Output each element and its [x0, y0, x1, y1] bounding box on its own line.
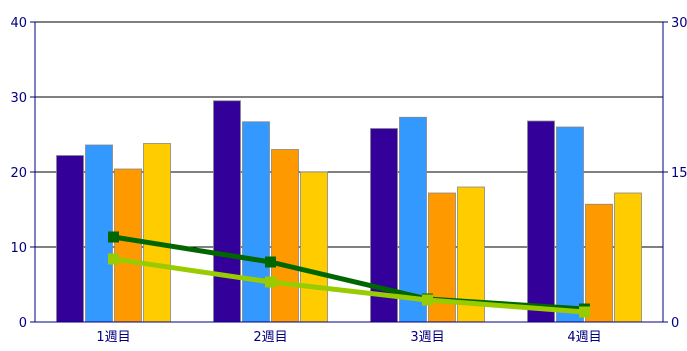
bar	[213, 100, 241, 323]
bar	[242, 121, 270, 323]
category-label: 3週目	[410, 330, 444, 345]
line-marker	[579, 306, 590, 318]
series-line	[113, 234, 585, 312]
series-line	[113, 256, 585, 315]
left-axis-tick-label: 40	[10, 16, 27, 31]
tick-labels: 0 10 20 30 40 0 15 30 1週目 2週目 3週目 4週目	[10, 16, 687, 345]
right-axis-tick-label: 0	[671, 316, 679, 331]
bar	[556, 126, 584, 323]
bar	[143, 143, 171, 323]
left-axis-tick-label: 20	[10, 166, 27, 181]
bar	[271, 149, 299, 323]
bar-series	[56, 100, 642, 323]
bar	[614, 192, 642, 323]
right-axis-tick-label: 15	[671, 166, 687, 181]
left-axis-tick-label: 30	[10, 91, 27, 106]
bar	[300, 171, 328, 323]
line-series	[108, 231, 590, 318]
bar	[114, 168, 142, 323]
left-axis-tick-label: 10	[10, 241, 27, 256]
category-label: 4週目	[567, 330, 601, 345]
line-marker	[265, 276, 276, 288]
line-marker	[108, 253, 119, 265]
bar	[399, 116, 427, 323]
bar	[585, 203, 613, 323]
category-label: 1週目	[96, 330, 130, 345]
bar	[527, 120, 555, 323]
line-marker	[108, 231, 119, 243]
bar	[56, 155, 84, 323]
category-label: 2週目	[253, 330, 287, 345]
line-marker	[422, 294, 433, 306]
axes	[30, 21, 668, 323]
left-axis-tick-label: 0	[19, 316, 27, 331]
right-axis-tick-label: 30	[671, 16, 687, 31]
line-marker	[265, 256, 276, 268]
